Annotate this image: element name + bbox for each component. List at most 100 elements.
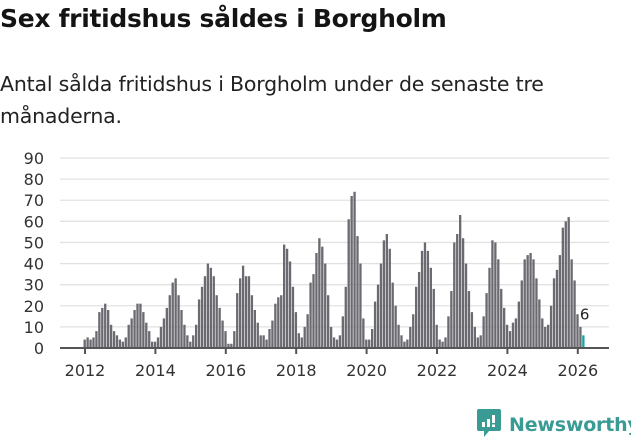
bar: [376, 284, 380, 348]
bar: [189, 341, 192, 348]
bar: [365, 339, 368, 348]
bar: [362, 318, 365, 348]
bar: [118, 339, 122, 348]
bar: [464, 263, 468, 348]
bar: [456, 234, 459, 348]
bar: [415, 286, 418, 348]
bar: [253, 310, 256, 348]
bar: [324, 263, 327, 348]
bar: [259, 335, 262, 348]
bar: [523, 259, 526, 348]
bar: [280, 295, 283, 348]
bar: [549, 305, 553, 348]
bar: [192, 335, 195, 348]
bar: [382, 240, 386, 348]
bar: [555, 269, 559, 348]
x-tick-label: 2018: [276, 361, 317, 380]
y-tick-label: 70: [24, 191, 44, 210]
bar: [511, 322, 515, 348]
bar: [403, 341, 406, 348]
bar: [159, 326, 163, 348]
brand-name: Newsworthy: [509, 414, 631, 436]
y-tick-label: 20: [24, 297, 44, 316]
bar: [368, 339, 371, 348]
bar: [526, 255, 529, 348]
bar: [277, 297, 280, 348]
bar: [186, 335, 189, 348]
bar: [347, 219, 350, 348]
bar: [406, 339, 409, 348]
bar: [514, 318, 518, 348]
bar: [570, 259, 573, 348]
bar: [218, 307, 221, 348]
bar: [239, 278, 242, 348]
y-tick-label: 90: [24, 149, 44, 168]
bar: [412, 314, 415, 348]
bar: [335, 339, 339, 348]
bar: [544, 326, 547, 348]
y-tick-label: 0: [34, 339, 44, 358]
bar: [473, 326, 476, 348]
bar: [470, 312, 474, 348]
bar: [312, 274, 315, 348]
bar: [315, 253, 318, 348]
bar: [385, 234, 388, 348]
bar: [535, 278, 538, 348]
bar: [139, 303, 142, 348]
bar: [153, 341, 157, 348]
chart-subtitle: Antal sålda fritidshus i Borgholm under …: [0, 72, 544, 128]
bar: [579, 326, 582, 348]
bar: [250, 295, 254, 348]
bar: [156, 337, 160, 348]
bar: [200, 286, 204, 348]
bar: [529, 253, 532, 348]
bar: [107, 310, 110, 348]
bar: [327, 295, 330, 348]
bar: [165, 307, 168, 348]
bar: [432, 288, 435, 348]
bar: [309, 282, 312, 348]
bar: [92, 337, 95, 348]
bar: [479, 335, 482, 348]
bar: [86, 337, 89, 348]
bar: [283, 244, 286, 348]
bar: [491, 240, 494, 348]
bar: [171, 282, 174, 348]
bar: [221, 320, 224, 348]
bar: [209, 267, 212, 348]
bar: [148, 331, 151, 348]
bar: [180, 310, 183, 348]
newsworthy-brand: Newsworthy: [476, 408, 631, 442]
bar: [541, 318, 544, 348]
bar: [95, 331, 98, 348]
bar: [195, 324, 198, 348]
bar: [547, 324, 550, 348]
bar: [262, 335, 265, 348]
bar: [121, 341, 124, 348]
bar: [124, 337, 127, 348]
bar: [288, 261, 292, 348]
bar: [350, 196, 353, 348]
bar: [417, 272, 421, 348]
bar: [265, 339, 268, 348]
bar: [388, 248, 391, 348]
bar: [112, 331, 116, 348]
bar: [89, 339, 92, 348]
bar: [517, 301, 520, 348]
y-tick-label: 50: [24, 233, 44, 252]
bar: [482, 316, 485, 348]
bar: [371, 329, 374, 348]
bar: [450, 291, 453, 348]
bar: [552, 278, 556, 348]
bar: [115, 335, 119, 348]
bar: [247, 276, 251, 348]
bar: [321, 246, 324, 348]
bar-latest: [582, 335, 585, 348]
bar: [447, 316, 450, 348]
bar: [174, 278, 177, 348]
bar: [332, 337, 336, 348]
bar: [177, 295, 180, 348]
bar: [162, 318, 166, 348]
bar: [409, 326, 412, 348]
bar: [268, 329, 271, 348]
